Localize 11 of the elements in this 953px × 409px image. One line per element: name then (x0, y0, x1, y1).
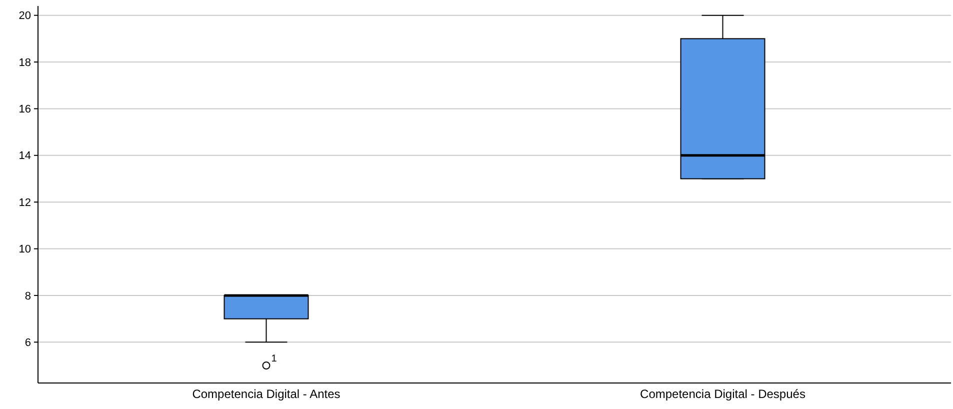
y-tick-label: 18 (18, 56, 31, 69)
y-tick-label: 6 (24, 337, 31, 349)
y-tick-label: 16 (18, 104, 31, 116)
y-tick-label: 10 (18, 244, 31, 256)
y-tick-label: 14 (18, 150, 31, 162)
annotation: 1 (271, 353, 278, 364)
x-tick-label: Competencia Digital - Antes (192, 387, 340, 401)
y-tick-label: 12 (18, 196, 31, 209)
x-tick-label: Competencia Digital - Después (640, 387, 806, 401)
y-tick-label: 8 (24, 290, 31, 302)
y-tick-label: 20 (18, 10, 31, 22)
